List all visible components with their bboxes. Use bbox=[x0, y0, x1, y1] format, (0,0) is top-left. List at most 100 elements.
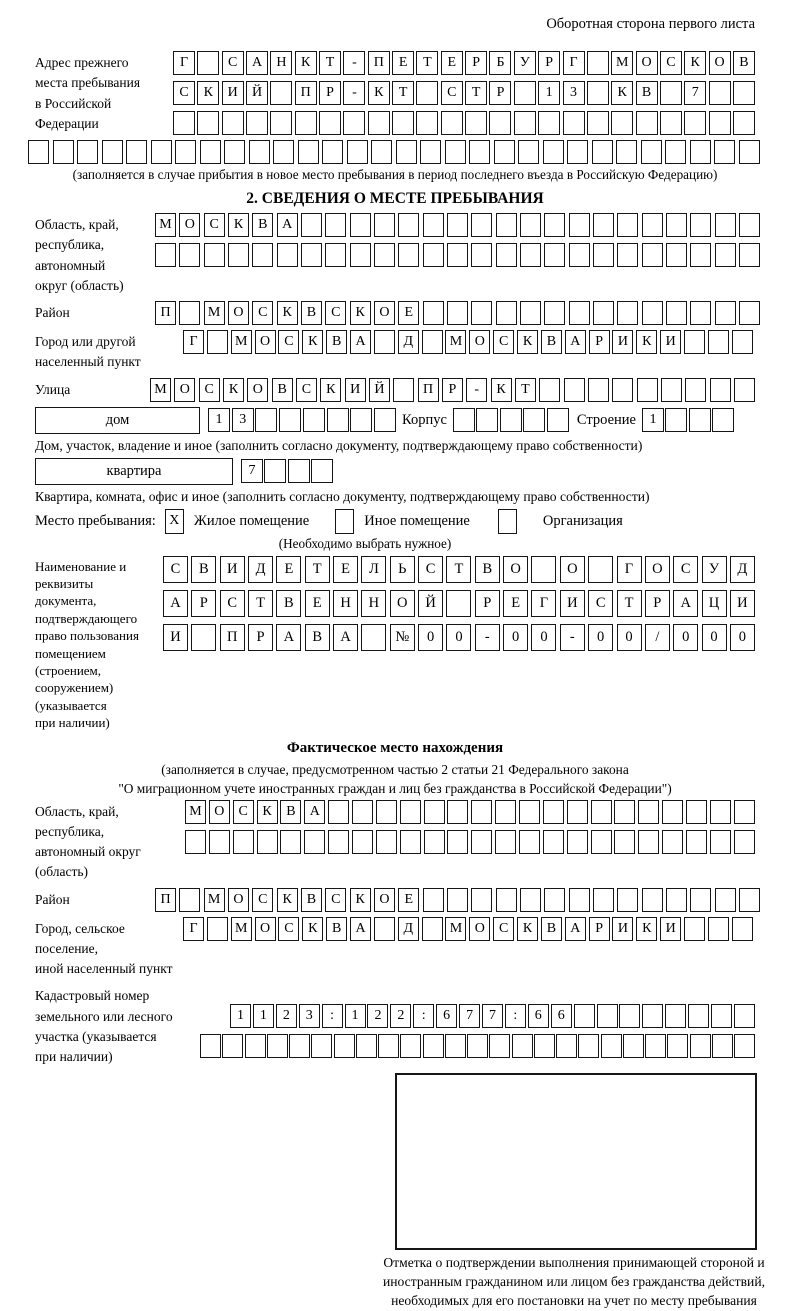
form-cell: А bbox=[246, 51, 269, 75]
gorod-label: Город или другой населенный пункт bbox=[35, 334, 141, 370]
form-cell bbox=[738, 213, 760, 237]
form-cell: 1 bbox=[538, 81, 561, 105]
form-cell: К bbox=[222, 377, 244, 402]
form-cell: 3 bbox=[562, 81, 585, 105]
form-cell bbox=[566, 829, 588, 854]
form-cell: 2 bbox=[367, 1004, 389, 1029]
form-cell: В bbox=[635, 81, 658, 105]
form-cell: Г bbox=[531, 589, 557, 617]
form-cell: Н bbox=[270, 51, 293, 75]
form-cell bbox=[519, 243, 541, 267]
form-cell: К bbox=[256, 799, 278, 824]
fact-location-title: Фактическое место нахождения bbox=[286, 739, 504, 756]
form-cell: С bbox=[278, 330, 300, 354]
form-cell bbox=[352, 829, 374, 854]
form-cell bbox=[665, 301, 687, 325]
form-cell bbox=[375, 799, 397, 824]
form-cell: 1 bbox=[230, 1004, 251, 1029]
form-cell bbox=[542, 799, 564, 824]
form-cell bbox=[635, 111, 658, 135]
form-cell: В bbox=[304, 623, 330, 651]
stamp-caption: Отметка о подтверждении выполнения прини… bbox=[383, 1255, 765, 1308]
form-cell bbox=[255, 408, 278, 432]
form-cell: Т bbox=[319, 51, 342, 75]
form-cell: : bbox=[321, 1004, 343, 1029]
form-cell: М bbox=[230, 330, 252, 354]
form-cell bbox=[422, 1034, 444, 1059]
form-cell: Р bbox=[588, 916, 610, 941]
form-cell bbox=[684, 111, 707, 135]
form-cell bbox=[686, 829, 708, 854]
form-cell bbox=[294, 111, 317, 135]
form-cell bbox=[495, 243, 517, 267]
form-cell bbox=[489, 111, 512, 135]
form-cell bbox=[197, 111, 220, 135]
form-cell bbox=[203, 243, 225, 267]
form-cell: Д bbox=[397, 916, 419, 941]
form-cell bbox=[416, 111, 439, 135]
form-cell: 3 bbox=[231, 408, 254, 432]
form-cell bbox=[568, 213, 590, 237]
form-cell bbox=[322, 140, 344, 164]
form-cell: С bbox=[252, 301, 274, 325]
apartment-note: Квартира, комната, офис и иное (заполнит… bbox=[35, 488, 650, 504]
form-cell bbox=[586, 111, 609, 135]
form-cell: В bbox=[326, 330, 348, 354]
form-cell bbox=[101, 140, 123, 164]
form-cell: - bbox=[343, 51, 366, 75]
form-cell bbox=[641, 301, 663, 325]
fact-gorod-label: Город, сельское поселение, иной населенн… bbox=[35, 920, 173, 977]
form-cell bbox=[690, 213, 712, 237]
form-cell bbox=[273, 140, 295, 164]
form-cell: К bbox=[367, 81, 390, 105]
form-cell bbox=[731, 330, 753, 354]
stay-type-row: Место пребывания: X Жилое помещение Иное… bbox=[35, 508, 755, 534]
form-cell bbox=[398, 243, 420, 267]
form-cell bbox=[617, 301, 639, 325]
form-cell: 1 bbox=[344, 1004, 366, 1029]
form-cell: А bbox=[163, 589, 188, 617]
form-cell: В bbox=[300, 301, 322, 325]
form-cell bbox=[738, 140, 760, 164]
form-cell bbox=[208, 829, 230, 854]
form-cell: М bbox=[150, 377, 171, 402]
form-cell: Г bbox=[562, 51, 585, 75]
form-cell: Р bbox=[538, 51, 561, 75]
form-cell bbox=[325, 243, 347, 267]
form-cell: И bbox=[612, 916, 634, 941]
form-cell: Е bbox=[440, 51, 463, 75]
form-cell bbox=[155, 243, 176, 267]
form-cell bbox=[563, 377, 585, 402]
form-cell bbox=[400, 1034, 422, 1059]
form-cell bbox=[733, 1004, 755, 1029]
form-cell bbox=[232, 829, 254, 854]
form-cell bbox=[665, 1004, 687, 1029]
form-cell bbox=[665, 213, 687, 237]
form-cell: О bbox=[469, 916, 491, 941]
form-cell bbox=[395, 140, 417, 164]
document-field: Наименование и реквизиты документа, подт… bbox=[35, 555, 755, 732]
form-cell bbox=[709, 799, 731, 824]
form-cell bbox=[546, 408, 569, 432]
form-cell: В bbox=[280, 799, 302, 824]
form-cell bbox=[421, 330, 443, 354]
form-cell: 3 bbox=[298, 1004, 320, 1029]
form-cell: М bbox=[203, 301, 225, 325]
form-cell bbox=[279, 408, 302, 432]
form-cell bbox=[447, 829, 469, 854]
form-cell bbox=[544, 887, 566, 912]
form-cell bbox=[731, 916, 753, 941]
form-cell bbox=[684, 330, 706, 354]
form-cell: Д bbox=[248, 555, 274, 583]
form-cell bbox=[645, 1034, 666, 1059]
form-cell: Й bbox=[368, 377, 390, 402]
form-cell: Д bbox=[729, 555, 755, 583]
form-cell: Т bbox=[304, 555, 330, 583]
form-cell: 0 bbox=[588, 623, 614, 651]
form-cell bbox=[573, 1004, 595, 1029]
form-cell bbox=[289, 1034, 310, 1059]
